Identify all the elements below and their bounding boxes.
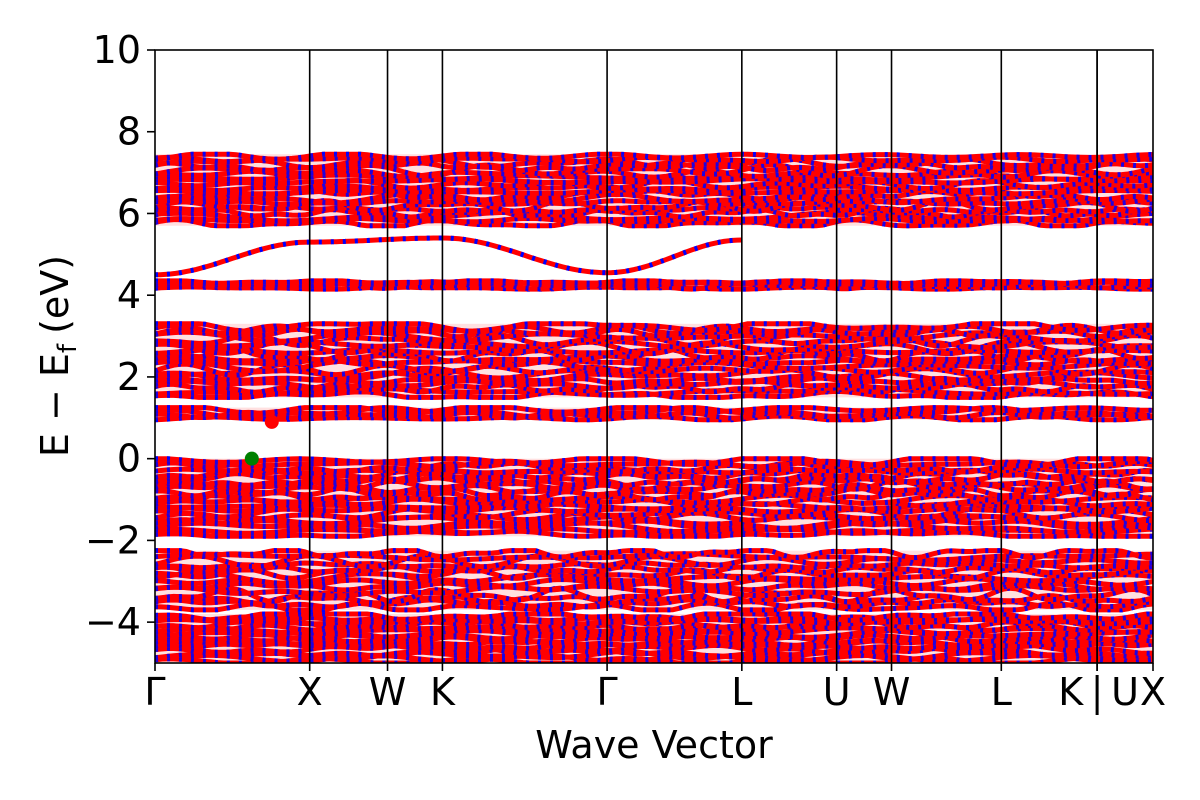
band-line-up [155, 593, 1153, 606]
x-tick-label: X [297, 670, 323, 714]
band-line-down [155, 346, 1153, 364]
band-line-up [155, 622, 1153, 633]
x-tick-label: Γ [144, 670, 165, 714]
y-tick-label: 10 [93, 28, 141, 72]
y-tick-label: −4 [85, 600, 141, 644]
y-axis-title-unit: (eV) [33, 255, 77, 334]
band-line-up [155, 600, 1153, 613]
plot-frame [154, 49, 1154, 664]
band-line-up [155, 460, 1153, 475]
marker-cbm [264, 414, 279, 429]
band-line-up [155, 405, 1153, 416]
y-tick-label: 8 [117, 110, 141, 154]
y-tick-label: 4 [117, 273, 141, 317]
y-axis: −4 −2 0 2 4 6 8 10 [85, 28, 155, 644]
band-line-down [155, 322, 1153, 336]
band-line-up [155, 278, 1153, 287]
band-line-up [155, 156, 1153, 171]
band-line-up [155, 191, 1153, 206]
band-line-down [155, 548, 1153, 561]
band-line-up [155, 346, 1153, 356]
band-line-up [155, 645, 1153, 659]
x-tick-label: K [1058, 670, 1084, 714]
band-line-up [155, 583, 1153, 599]
band-envelope [155, 550, 1153, 610]
y-axis-title-subscript: f [53, 343, 83, 353]
band-line-up [155, 611, 1153, 623]
dispersive-band-up [155, 235, 742, 278]
y-tick-label: −2 [85, 518, 141, 562]
band-line-up [155, 321, 1153, 334]
band-line-up [155, 385, 1153, 398]
band-line-up [155, 358, 1153, 375]
band-line-up [155, 176, 1153, 186]
band-line-up [155, 560, 1153, 571]
marker-vbm [244, 451, 259, 466]
band-line-up [155, 151, 1153, 162]
bands-layer [155, 151, 1153, 663]
x-tick-label: L [731, 670, 752, 714]
y-tick-label: 2 [117, 355, 141, 399]
x-tick-label: Γ [597, 670, 618, 714]
band-envelope [155, 458, 1153, 537]
band-envelope [155, 613, 1153, 663]
band-line-down [155, 162, 1153, 179]
x-tick-label: U [823, 670, 851, 714]
band-envelope [155, 154, 1153, 226]
band-line-down [155, 361, 1153, 378]
band-line-up [155, 378, 1153, 391]
band-line-up [155, 597, 1153, 610]
x-tick-label: W [369, 670, 407, 714]
x-tick-label: X [1140, 670, 1166, 714]
x-tick-label: W [873, 670, 911, 714]
band-line-up [155, 279, 1153, 289]
band-line-up [155, 570, 1153, 586]
band-envelope [155, 407, 1153, 420]
y-tick-label: 0 [117, 437, 141, 481]
x-tick-label: L [991, 670, 1012, 714]
x-tick-label: K [430, 670, 456, 714]
y-axis-title: E − Ef (eV) [33, 255, 83, 457]
band-line-up [155, 614, 1153, 624]
y-axis-title-main: E − E [33, 353, 77, 457]
band-envelope [155, 280, 1153, 290]
band-line-down [155, 488, 1153, 503]
y-tick-label: 6 [117, 191, 141, 235]
band-line-up [155, 580, 1153, 593]
band-line-up [155, 528, 1153, 539]
x-axis-title: Wave Vector [535, 723, 773, 767]
band-line-up [155, 564, 1153, 576]
kpath-lines [308, 50, 1098, 663]
dispersive-band-down [155, 235, 742, 278]
x-tick-label: U [1111, 670, 1139, 714]
band-line-up [155, 209, 1153, 224]
band-line-up [155, 168, 1153, 180]
band-line-up [155, 456, 1153, 469]
markers-layer [244, 414, 279, 466]
band-envelope [155, 323, 1153, 398]
